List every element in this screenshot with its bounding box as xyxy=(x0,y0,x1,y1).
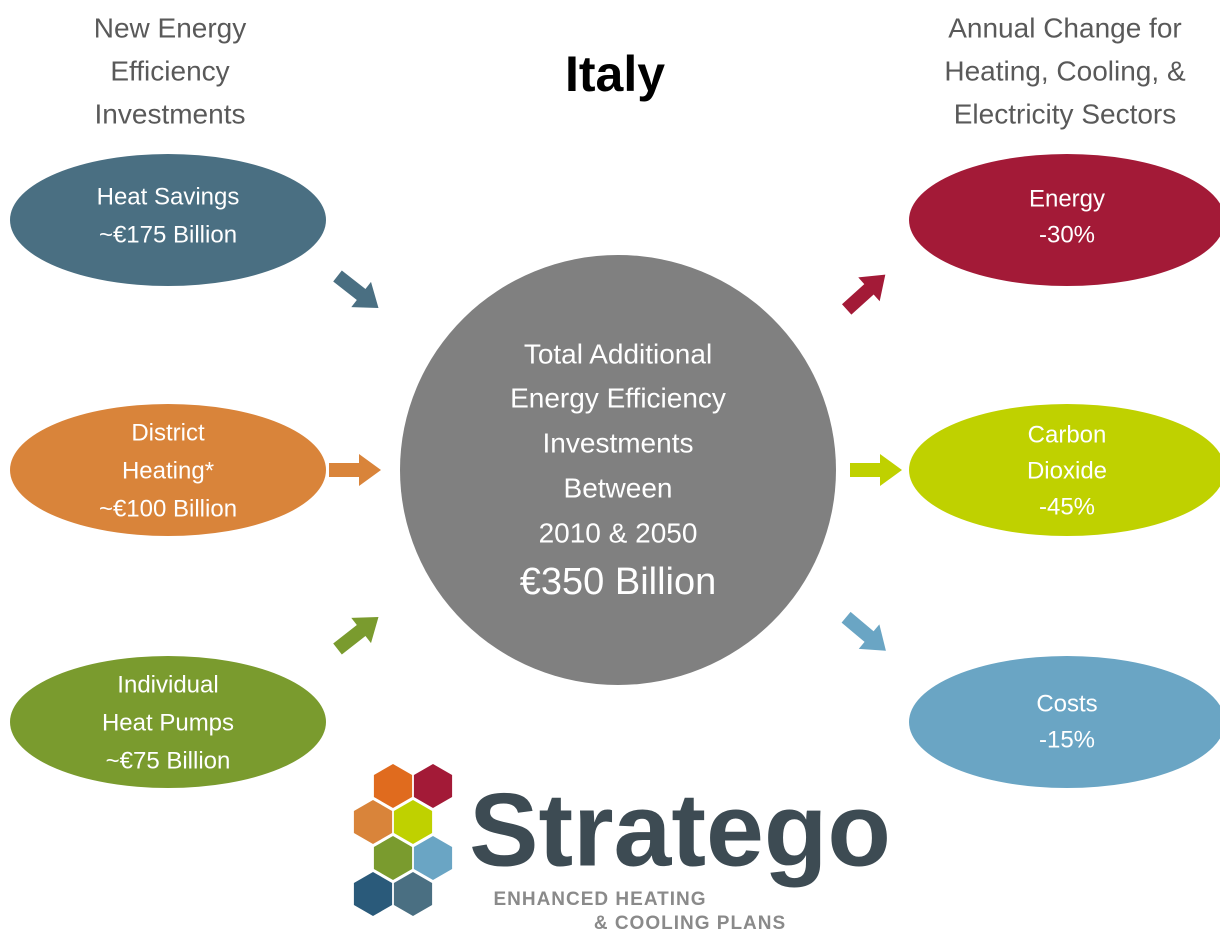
arrow xyxy=(333,270,379,309)
right-header: Annual Change for xyxy=(948,12,1182,43)
arrow xyxy=(841,611,886,651)
output-ellipse xyxy=(909,154,1220,286)
output-label: -45% xyxy=(1039,493,1095,520)
arrows xyxy=(329,270,902,655)
logo-hexagon xyxy=(373,836,413,880)
input-ellipse xyxy=(10,404,326,536)
input-ellipse xyxy=(10,154,326,286)
arrow xyxy=(841,274,886,315)
center-label: 2010 & 2050 xyxy=(539,517,698,548)
input-label: Heat Savings xyxy=(97,183,240,210)
input-label: Individual xyxy=(117,671,218,698)
center-amount: €350 Billion xyxy=(520,561,716,603)
left-header: Efficiency xyxy=(110,55,229,86)
left-header: New Energy xyxy=(94,12,247,43)
logo-hexagon xyxy=(353,800,393,844)
output-label: Carbon xyxy=(1028,421,1107,448)
input-ellipse xyxy=(10,656,326,788)
arrow xyxy=(850,454,902,486)
center-label: Energy Efficiency xyxy=(510,382,726,413)
input-label: Heating* xyxy=(122,457,214,484)
logo-hexagon xyxy=(353,872,393,916)
center-label: Investments xyxy=(543,427,694,458)
right-header: Heating, Cooling, & xyxy=(944,55,1186,86)
output-label: Dioxide xyxy=(1027,457,1107,484)
logo-tagline: & COOLING PLANS xyxy=(594,913,786,934)
input-label: District xyxy=(131,419,205,446)
output-ellipse xyxy=(909,656,1220,788)
right-header: Electricity Sectors xyxy=(954,98,1177,129)
output-label: Costs xyxy=(1036,690,1097,717)
center-circle xyxy=(400,255,836,685)
output-label: -30% xyxy=(1039,221,1095,248)
logo-hexagon xyxy=(413,764,453,808)
arrow xyxy=(333,616,379,655)
output-label: Energy xyxy=(1029,185,1105,212)
logo-hexagon xyxy=(373,764,413,808)
center-label: Between xyxy=(564,472,673,503)
input-label: ~€100 Billion xyxy=(99,495,237,522)
logo-hexagon xyxy=(393,872,433,916)
output-ellipse xyxy=(909,404,1220,536)
title: Italy xyxy=(565,46,665,102)
logo-hexagon xyxy=(413,836,453,880)
logo-tagline: ENHANCED HEATING xyxy=(493,889,706,910)
input-label: ~€175 Billion xyxy=(99,221,237,248)
logo-mark xyxy=(353,764,453,916)
output-label: -15% xyxy=(1039,726,1095,753)
arrow xyxy=(329,454,381,486)
center-label: Total Additional xyxy=(524,338,712,369)
logo-name: Stratego xyxy=(469,772,891,888)
logo-hexagon xyxy=(393,800,433,844)
input-label: Heat Pumps xyxy=(102,709,234,736)
input-label: ~€75 Billion xyxy=(106,747,231,774)
left-header: Investments xyxy=(95,98,246,129)
